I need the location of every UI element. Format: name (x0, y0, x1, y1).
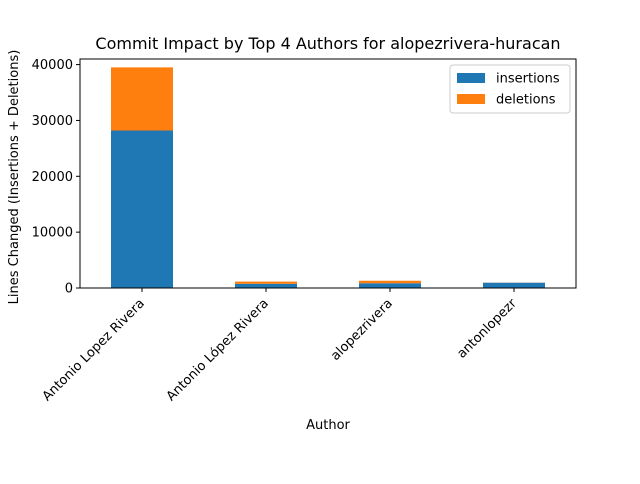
bar-deletions-2 (359, 281, 421, 284)
y-tick-label-3: 30000 (32, 114, 73, 129)
chart-title: Commit Impact by Top 4 Authors for alope… (95, 34, 560, 53)
y-axis-label: Lines Changed (Insertions + Deletions) (7, 50, 22, 305)
legend-swatch-insertions (457, 73, 485, 83)
legend-label-deletions: deletions (496, 93, 556, 108)
bar-insertions-2 (359, 283, 421, 288)
bar-insertions-0 (111, 130, 173, 288)
legend-label-insertions: insertions (496, 72, 560, 87)
bar-deletions-0 (111, 67, 173, 130)
legend-swatch-deletions (457, 94, 485, 104)
x-axis-label: Author (306, 418, 350, 433)
y-tick-label-2: 20000 (32, 170, 73, 185)
bar-insertions-1 (235, 284, 297, 288)
bar-deletions-1 (235, 282, 297, 284)
y-tick-label-4: 40000 (32, 58, 73, 73)
bar-insertions-3 (483, 283, 545, 288)
y-tick-label-0: 0 (65, 282, 73, 297)
legend: insertions deletions (450, 65, 570, 113)
y-tick-label-1: 10000 (32, 226, 73, 241)
